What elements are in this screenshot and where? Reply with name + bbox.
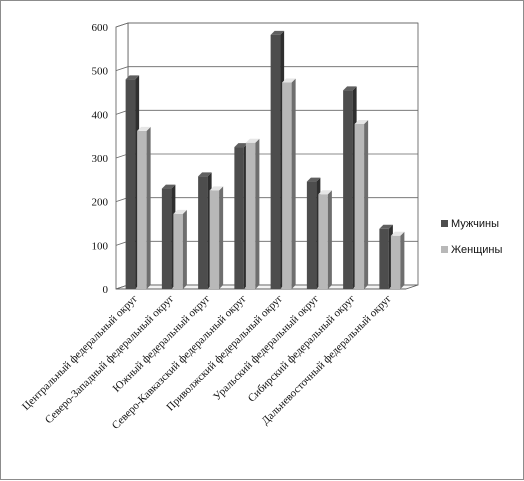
legend-swatch [441,246,448,253]
bar [282,78,296,289]
bar [137,126,151,289]
bar-front [137,130,147,289]
bar-front [318,194,328,289]
bar-side [400,231,405,289]
bar [354,119,369,289]
bar-front [234,147,244,289]
bar-front [306,181,317,289]
bar [270,30,285,290]
bar-top [270,30,285,35]
legend-label: Женщины [451,244,502,256]
bar-top [354,119,369,124]
bar-front [270,34,281,289]
bar [209,186,224,289]
chart-walls [115,22,419,290]
bar-side [327,190,332,289]
y-tick-label: 600 [92,22,109,34]
bar-front [209,190,220,289]
bar-front [245,142,256,289]
bar-top [318,190,332,195]
bar-front [161,188,172,289]
bar-top [379,224,393,229]
x-axis-labels: Центральный федеральный округСеверо-Запа… [20,292,394,432]
bar [318,190,332,289]
bar [390,231,405,289]
bar-top [390,231,405,236]
bar-top [173,209,187,214]
y-tick-label: 400 [92,109,109,121]
bar-top [343,86,357,91]
y-tick-label: 500 [92,66,109,78]
y-tick-label: 100 [92,240,109,252]
bar-side [219,186,224,289]
bar-top [245,138,260,143]
bar [306,177,321,289]
bar-front [282,82,292,289]
bar-front [125,79,136,290]
floor [115,284,419,290]
bar-top [125,75,140,80]
bar-top [282,78,296,83]
bar-top [198,172,212,177]
bar-front [198,176,208,289]
bar [379,224,393,289]
bar [173,209,187,289]
bar-side [146,126,151,289]
legend-swatch [441,220,448,227]
bar-top [234,143,248,148]
bar [125,75,140,290]
gridline [115,22,418,28]
x-tick-label: Северо-Западный федеральный округ [43,292,177,426]
bar-front [354,123,365,289]
bar-front [343,90,353,289]
y-tick-label: 0 [103,284,109,296]
legend-label: Мужчины [451,218,499,230]
y-axis-ticks: 0 100 200 300 400 500 600 [92,22,109,296]
bar-top [161,184,176,189]
bar [234,143,248,289]
y-tick-label: 200 [92,197,109,209]
bar-front [173,213,183,289]
legend: Мужчины Женщины [441,218,502,256]
bar [245,138,260,289]
bar-side [255,138,260,289]
bar-front [390,235,401,289]
bars [125,30,405,290]
bar-front [379,228,389,289]
y-tick-label: 300 [92,153,109,165]
bar [198,172,212,289]
x-tick-label: Северо-Кавказский федеральный округ [110,292,250,432]
bar-top [209,186,224,191]
bar-side [182,209,187,289]
bar [161,184,176,289]
bar [343,86,357,289]
gridline [115,66,418,72]
bar-top [137,126,151,131]
bar-side [364,119,369,289]
x-tick-label: Дальневосточный федеральный округ [259,292,394,427]
bar-side [291,78,296,289]
bar-top [306,177,321,182]
